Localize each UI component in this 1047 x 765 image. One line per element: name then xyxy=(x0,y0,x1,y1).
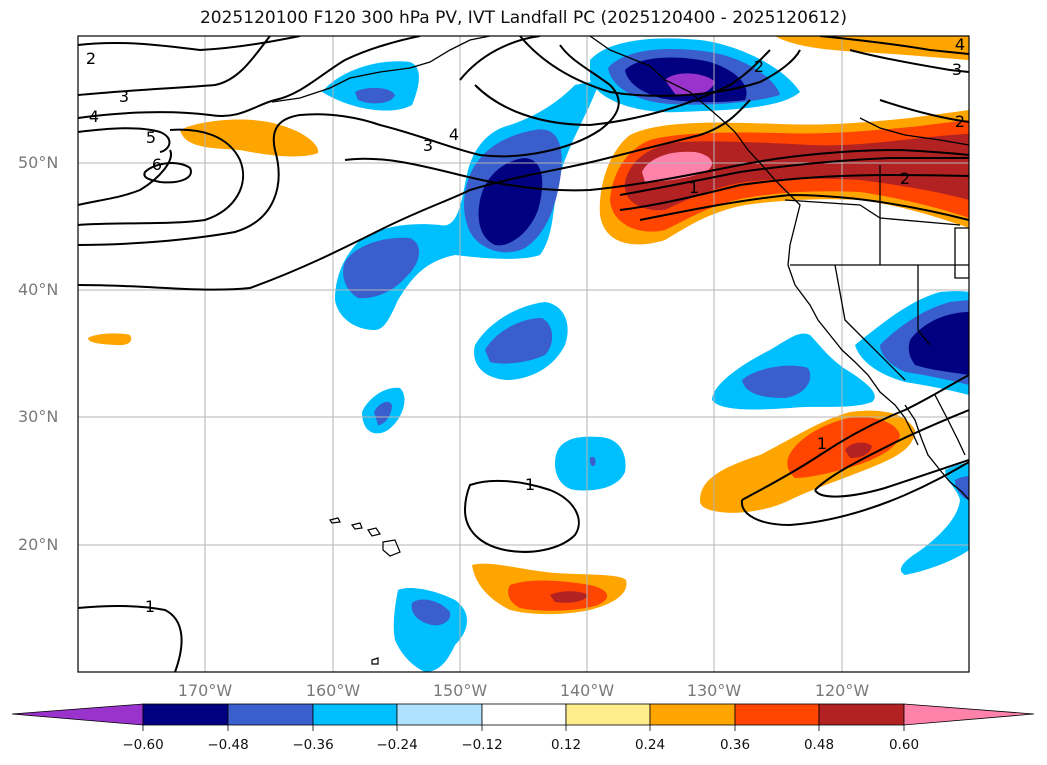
lon-label: 170°W xyxy=(177,681,233,700)
pv-negative-region xyxy=(343,237,420,299)
contour-label: 6 xyxy=(152,155,162,174)
colorbar-tick: −0.48 xyxy=(207,737,249,753)
colorbar-segment xyxy=(142,703,229,726)
colorbar-tick: 0.48 xyxy=(803,737,835,753)
contour-label: 3 xyxy=(423,136,433,155)
contour-label: 1 xyxy=(689,178,699,197)
colorbar-tick: 0.12 xyxy=(550,737,582,753)
lat-label: 50°N xyxy=(18,153,59,172)
pv-positive-region xyxy=(787,417,900,478)
colorbar-tick: −0.12 xyxy=(461,737,503,753)
colorbar-segment xyxy=(734,703,820,726)
colorbar-tick: −0.36 xyxy=(292,737,334,753)
pv-negative-region xyxy=(900,462,969,575)
colorbar-tick: −0.60 xyxy=(122,737,164,753)
lat-label: 30°N xyxy=(18,407,59,426)
contour-label: 2 xyxy=(86,49,96,68)
map-plot-area: 2 3 4 5 6 3 4 2 3 2 2 1 1 1 1 4 xyxy=(78,35,969,672)
pv-positive-region xyxy=(775,36,969,60)
contour-label: 2 xyxy=(900,169,910,188)
pv-negative-region xyxy=(908,312,969,375)
lon-label: 140°W xyxy=(559,681,615,700)
colorbar-segment xyxy=(396,703,483,726)
colorbar-segment xyxy=(565,703,651,726)
pv-contours xyxy=(78,36,969,672)
pv-positive-region xyxy=(624,134,969,211)
lon-label: 120°W xyxy=(814,681,870,700)
coastlines xyxy=(271,36,969,501)
pv-negative-region xyxy=(589,456,596,467)
pv-negative-region xyxy=(554,436,626,491)
contour-label: 2 xyxy=(955,112,965,131)
pv-negative-region xyxy=(478,158,543,246)
pv-negative-region xyxy=(485,318,553,364)
contour-label: 3 xyxy=(952,60,962,79)
colorbar-tick: 0.60 xyxy=(888,737,920,753)
pv-positive-region xyxy=(550,591,588,603)
lon-label: 160°W xyxy=(305,681,361,700)
hawaii-islands xyxy=(329,517,401,665)
map-title: 2025120100 F120 300 hPa PV, IVT Landfall… xyxy=(199,8,847,28)
pv-negative-region xyxy=(955,476,969,500)
contour-label: 5 xyxy=(146,128,156,147)
colorbar-tick: −0.24 xyxy=(376,737,418,753)
pv-positive-region xyxy=(88,333,132,346)
pv-negative-region xyxy=(411,599,451,626)
lon-label: 130°W xyxy=(686,681,742,700)
lat-label: 20°N xyxy=(18,535,59,554)
contour-label: 1 xyxy=(817,434,827,453)
pv-negative-region xyxy=(355,87,395,104)
map-border xyxy=(77,35,970,673)
colorbar-tick: 0.24 xyxy=(634,737,666,753)
pv-negative-region xyxy=(742,365,811,398)
colorbar xyxy=(11,703,1035,731)
colorbar-segment xyxy=(312,703,398,726)
colorbar-segment xyxy=(649,703,736,726)
contour-label: 2 xyxy=(754,57,764,76)
colorbar-extend-high xyxy=(903,703,1035,726)
colorbar-segment xyxy=(481,703,567,726)
contour-labels: 2 3 4 5 6 3 4 2 3 2 2 1 1 1 1 4 xyxy=(86,35,965,616)
contour-label: 4 xyxy=(449,125,459,144)
pv-positive-region xyxy=(180,119,319,157)
contour-label: 1 xyxy=(525,475,535,494)
contour-label: 1 xyxy=(145,597,155,616)
pv-positive-region xyxy=(845,442,872,458)
colorbar-extend-low xyxy=(11,703,144,726)
pv-negative-region xyxy=(374,401,392,425)
lat-label: 40°N xyxy=(18,280,59,299)
colorbar-segment xyxy=(227,703,314,726)
pv-negative-region xyxy=(322,61,419,111)
colorbar-segment xyxy=(818,703,905,726)
colorbar-tick: 0.36 xyxy=(719,737,751,753)
lon-label: 150°W xyxy=(432,681,488,700)
pv-negative-region xyxy=(665,73,715,96)
contour-label: 3 xyxy=(119,87,129,106)
contour-label: 4 xyxy=(89,107,99,126)
contour-label: 4 xyxy=(955,35,965,54)
